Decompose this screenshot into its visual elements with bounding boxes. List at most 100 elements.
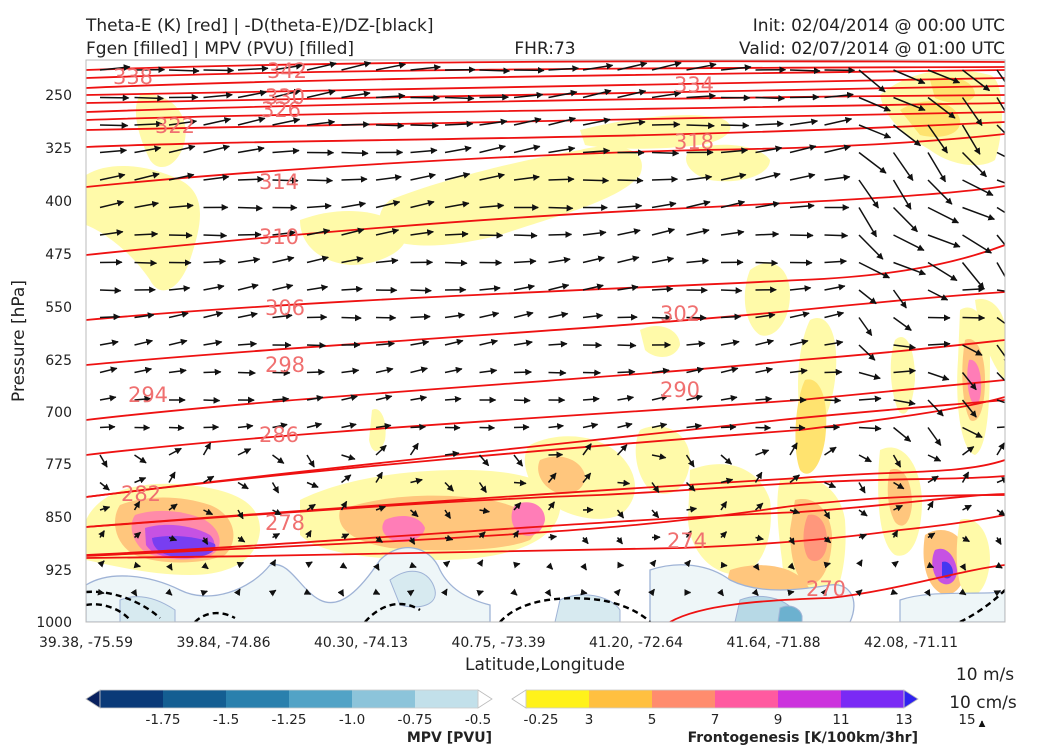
wind-arrow: [513, 479, 527, 487]
wind-arrow: [476, 559, 484, 567]
wind-arrow: [479, 311, 500, 319]
wind-arrow: [720, 122, 750, 129]
wind-arrow: [410, 509, 419, 518]
y-tick-label: 925: [45, 563, 72, 579]
wind-arrow: [962, 206, 996, 221]
wind-arrow: [341, 175, 368, 183]
wind-arrow: [755, 395, 773, 403]
colorbar-tick-label: -1.0: [339, 712, 365, 728]
wind-arrow: [996, 477, 1005, 484]
wind-arrow: [651, 256, 675, 264]
wind-arrow: [479, 172, 505, 181]
wind-arrow: [444, 230, 469, 238]
wind-arrow: [203, 67, 235, 74]
wind-arrow: [581, 536, 589, 545]
wind-arrow: [341, 201, 367, 209]
wind-arrow: [375, 228, 400, 236]
theta-e-label: 274: [667, 529, 707, 553]
wind-arrow: [961, 471, 970, 483]
mpv-colorbar-title: MPV [PVU]: [407, 730, 492, 746]
wind-arrow: [548, 423, 564, 430]
wind-arrow: [789, 367, 808, 375]
colorbar-tick-label: 9: [774, 712, 783, 728]
wind-arrow: [893, 504, 904, 512]
wind-arrow: [98, 530, 105, 538]
colorbar-segment: [163, 690, 227, 708]
wind-arrow: [513, 339, 533, 347]
wind-arrow: [755, 145, 783, 154]
wind-arrow: [375, 122, 405, 129]
wind-arrow: [856, 559, 863, 567]
wind-arrow: [479, 144, 506, 154]
wind-arrow: [683, 559, 691, 568]
theta-e-contours: [86, 60, 1005, 622]
wind-arrow: [927, 96, 956, 119]
wind-arrow: [755, 230, 780, 238]
wind-arrow: [410, 122, 439, 129]
wind-arrow: [168, 471, 176, 483]
wind-arrow: [203, 91, 233, 99]
wind-arrow: [548, 283, 570, 291]
wind-arrow: [236, 561, 245, 569]
wind-arrow: [651, 453, 667, 460]
wind-arrow: [755, 172, 781, 181]
wind-arrow: [306, 61, 337, 71]
wind-arrow: [685, 481, 696, 492]
wind-arrow: [962, 179, 994, 196]
wind-arrow: [789, 144, 817, 154]
wind-arrow: [927, 179, 953, 205]
wind-arrow: [272, 312, 293, 320]
wind-arrow: [410, 313, 431, 321]
wind-arrow: [444, 94, 475, 102]
wind-arrow: [272, 395, 290, 403]
wind-arrow: [478, 482, 487, 493]
wind-arrow: [892, 454, 902, 468]
wind-arrow: [99, 366, 118, 374]
wind-arrow: [891, 560, 899, 568]
wind-arrow: [755, 449, 770, 456]
colorbar-segment: [289, 690, 353, 708]
wind-arrow: [892, 206, 918, 233]
x-tick-label: 42.08, -71.11: [864, 635, 958, 651]
wind-arrow: [375, 62, 407, 71]
wind-arrow: [824, 481, 837, 488]
wind-arrow: [409, 442, 419, 456]
wind-arrow: [410, 147, 438, 155]
theta-e-label: 306: [265, 296, 305, 320]
wind-arrow: [617, 89, 647, 99]
x-tick-label: 40.30, -74.13: [314, 635, 408, 651]
wind-arrow: [996, 399, 1005, 404]
colorbar-segment: [100, 690, 164, 708]
wind-arrow: [272, 62, 303, 71]
wind-arrow: [648, 588, 656, 597]
wind-arrow: [649, 559, 657, 568]
wind-arrow: [99, 339, 119, 347]
wind-arrow: [651, 314, 673, 322]
theta-e-line: [86, 69, 1005, 89]
wind-arrow: [375, 200, 401, 209]
wind-arrow: [548, 116, 577, 126]
wind-arrow: [855, 589, 863, 597]
y-tick-label: 400: [45, 194, 72, 210]
wind-arrow: [719, 531, 728, 539]
wind-arrow: [958, 588, 967, 596]
wind-arrow: [824, 116, 853, 126]
wind-arrow: [927, 124, 949, 154]
theta-e-line: [86, 514, 1005, 559]
wind-arrow: [893, 316, 912, 332]
wind-arrow: [165, 588, 173, 596]
wind-arrow: [752, 563, 760, 571]
wind-arrow: [548, 533, 558, 541]
wind-arrow: [306, 202, 332, 210]
wind-arrow: [168, 535, 178, 542]
theta-e-line: [86, 102, 1005, 121]
wind-arrow: [927, 152, 947, 183]
wind-arrow: [617, 177, 644, 184]
wind-arrow: [961, 151, 987, 178]
colorbar-segment: [778, 690, 842, 708]
x-axis: 39.38, -75.59 39.84, -74.86 40.30, -74.13 4…: [39, 635, 958, 651]
wind-arrow: [892, 289, 907, 309]
wind-arrow: [720, 394, 738, 402]
wind-arrow: [375, 505, 387, 512]
